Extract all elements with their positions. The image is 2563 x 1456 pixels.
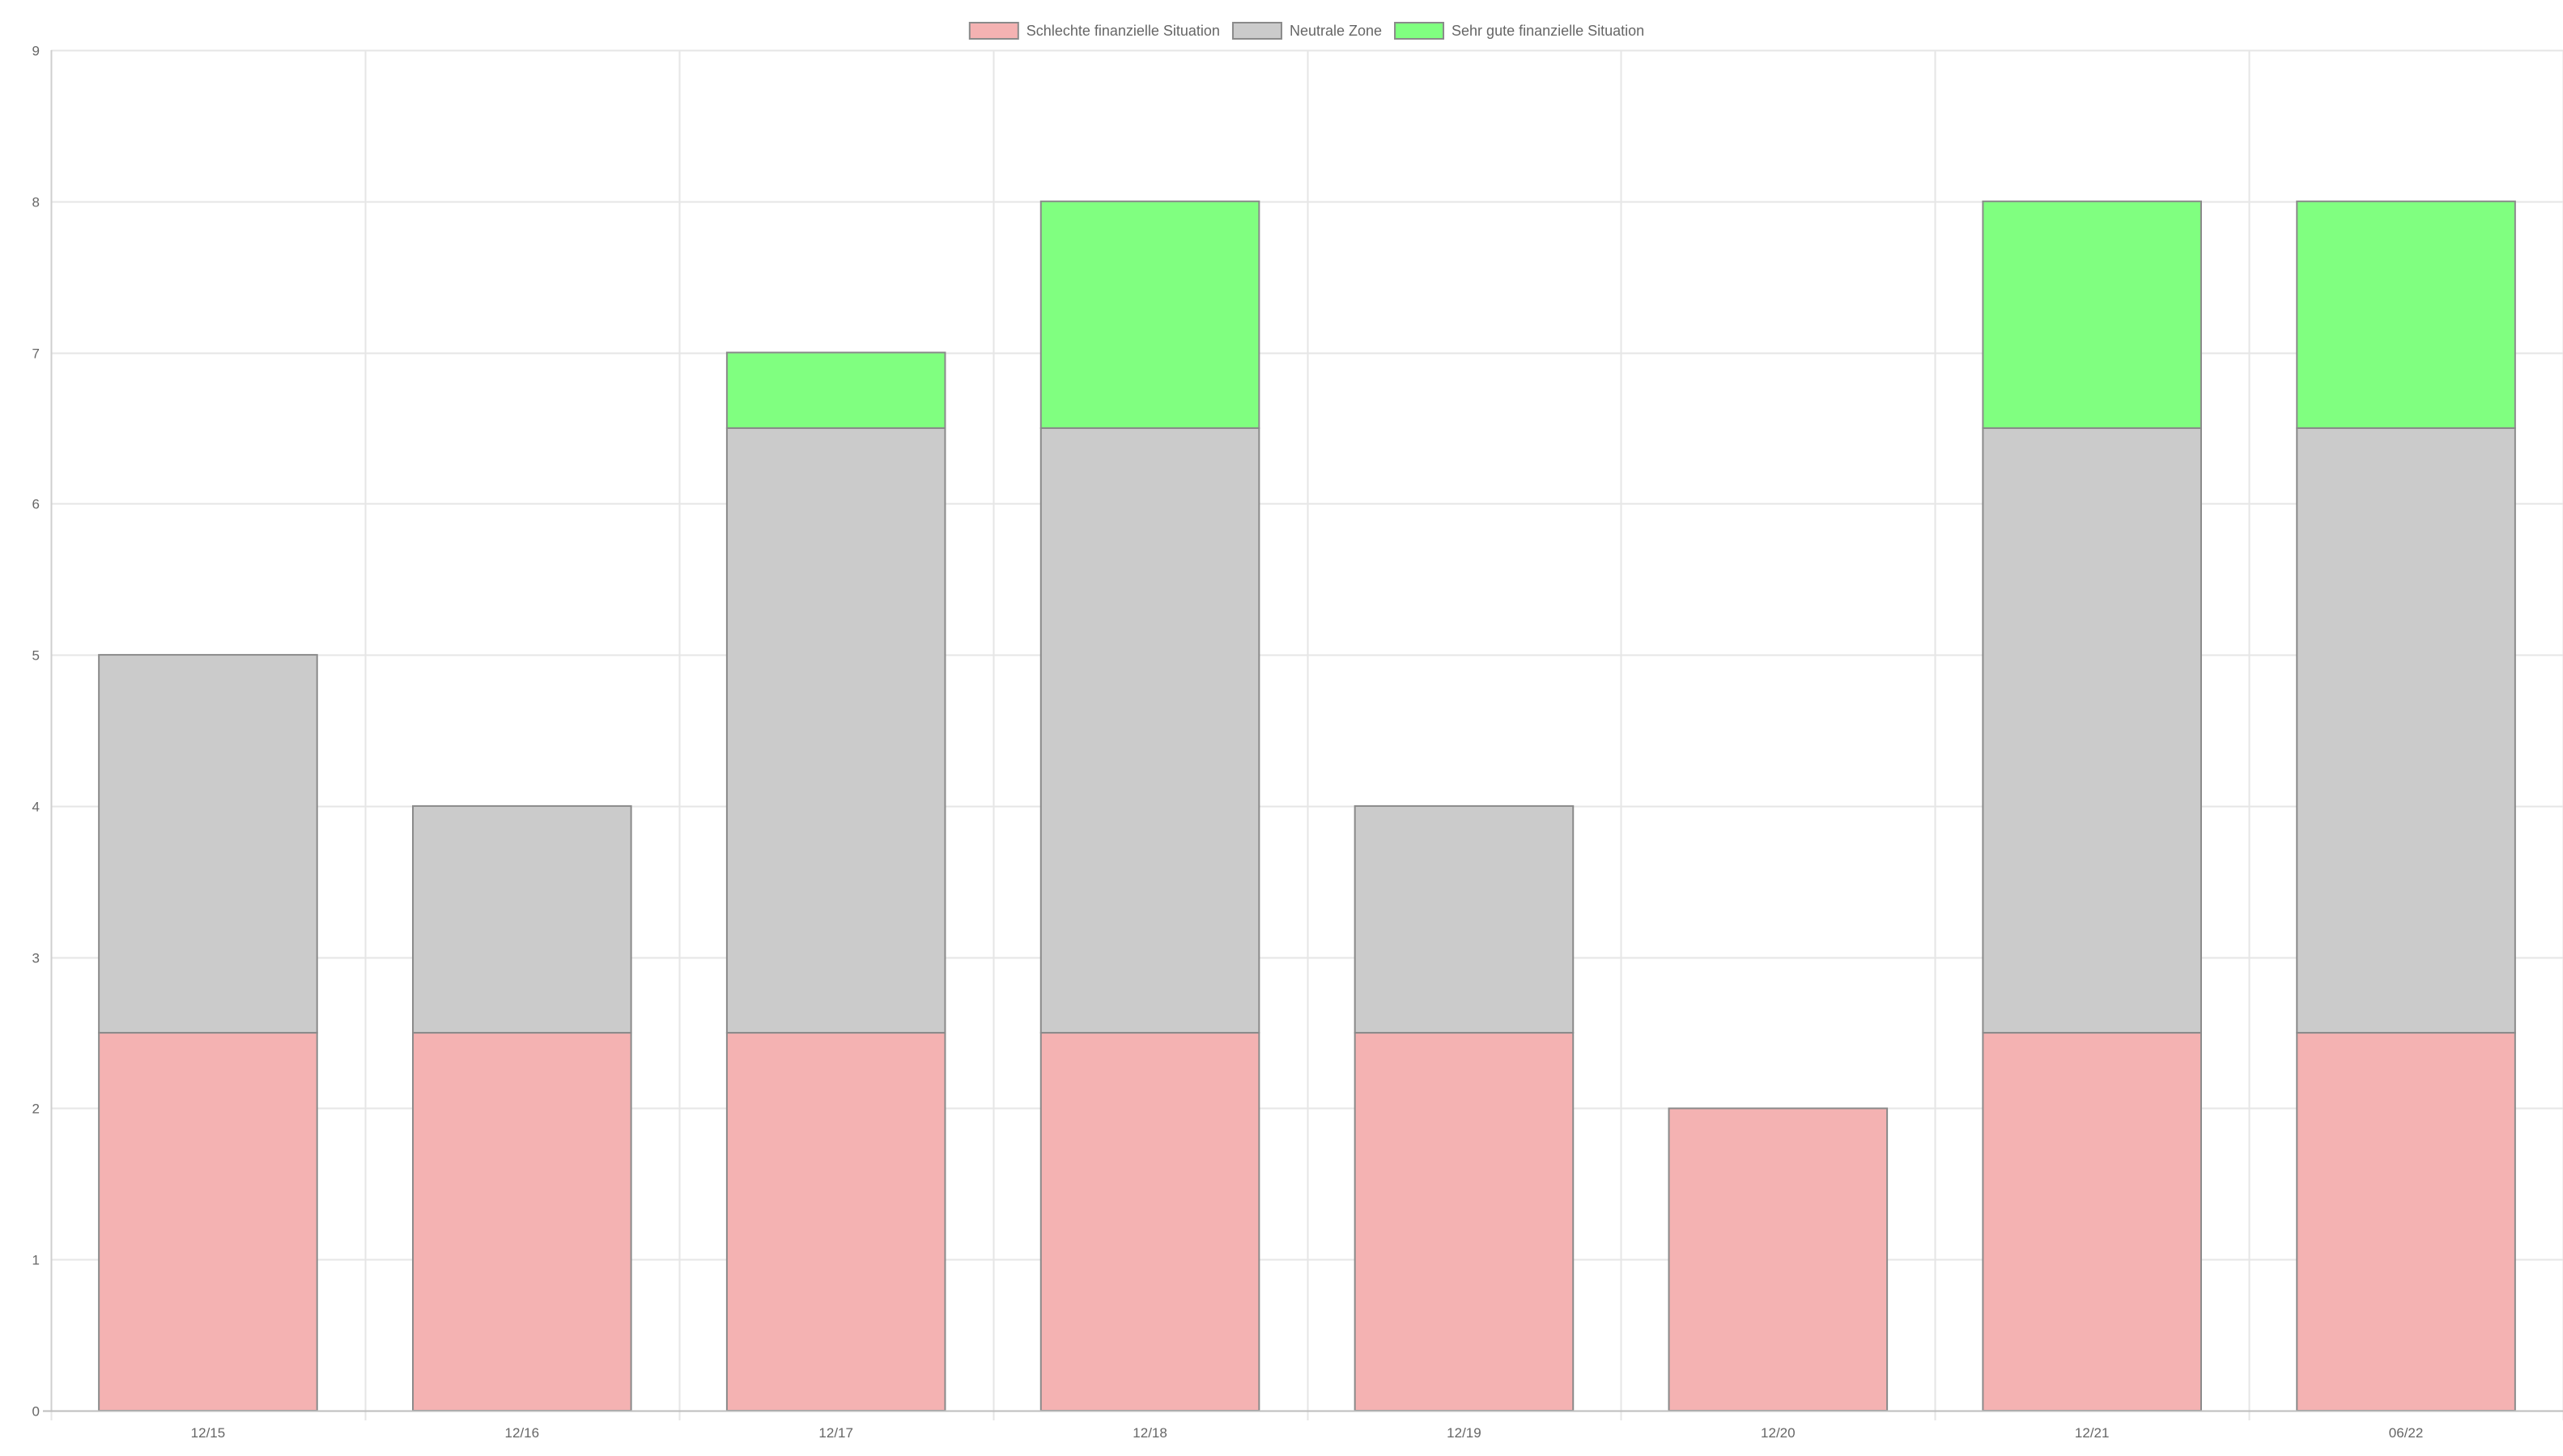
bar-segment[interactable] [1982, 427, 2202, 1034]
bars [98, 200, 2516, 1411]
legend-item[interactable]: Sehr gute finanzielle Situation [1394, 22, 1644, 40]
legend-swatch [1394, 22, 1445, 40]
y-tick-label: 7 [32, 346, 40, 362]
legend-item[interactable]: Schlechte finanzielle Situation [968, 22, 1220, 40]
bar-segment[interactable] [412, 804, 632, 1034]
legend-label: Schlechte finanzielle Situation [1026, 23, 1220, 39]
y-tick-label: 9 [32, 44, 40, 59]
x-tick-label: 12/16 [505, 1425, 540, 1441]
legend-swatch [968, 22, 1019, 40]
legend-label: Neutrale Zone [1290, 23, 1382, 39]
legend-item[interactable]: Neutrale Zone [1231, 22, 1382, 40]
y-tick-label: 5 [32, 648, 40, 664]
legend: Schlechte finanzielle Situation Neutrale … [968, 22, 1644, 40]
bar-segment[interactable] [2296, 1032, 2516, 1411]
y-tick-label: 3 [32, 951, 40, 966]
x-tick-label: 06/22 [2389, 1425, 2424, 1441]
y-tick-label: 0 [32, 1404, 40, 1420]
bar-segment[interactable] [725, 427, 946, 1034]
bar-segment[interactable] [98, 1032, 318, 1411]
axes: 0 1 2 3 4 5 6 7 8 9 12/15 12/16 12/17 12/18 12/19 12/20… [32, 44, 2563, 1441]
bar-segment[interactable] [98, 654, 318, 1034]
x-tick-label: 12/18 [1133, 1425, 1167, 1441]
x-tick-label: 12/17 [818, 1425, 853, 1441]
x-tick-label: 12/20 [1761, 1425, 1796, 1441]
bar-segment[interactable] [1039, 1032, 1260, 1411]
bar-segment[interactable] [2296, 200, 2516, 429]
bar-segment[interactable] [2296, 427, 2516, 1034]
bar-segment[interactable] [725, 1032, 946, 1411]
x-tick-label: 12/19 [1447, 1425, 1481, 1441]
bar-segment[interactable] [1668, 1107, 1889, 1411]
y-tick-label: 2 [32, 1102, 40, 1117]
y-tick-label: 1 [32, 1253, 40, 1268]
y-tick-label: 4 [32, 800, 40, 815]
bar-segment[interactable] [412, 1032, 632, 1411]
bar-segment[interactable] [1982, 1032, 2202, 1411]
bar-segment[interactable] [1039, 427, 1260, 1034]
bar-segment[interactable] [1354, 804, 1575, 1034]
bar-segment[interactable] [1039, 200, 1260, 429]
grid-lines [50, 49, 2563, 1420]
bar-segment[interactable] [1982, 200, 2202, 429]
x-tick-label: 12/15 [191, 1425, 226, 1441]
y-tick-label: 8 [32, 195, 40, 210]
x-tick-label: 12/21 [2075, 1425, 2110, 1441]
legend-label: Sehr gute finanzielle Situation [1452, 23, 1644, 39]
bar-segment[interactable] [725, 351, 946, 429]
y-tick-label: 6 [32, 497, 40, 512]
bar-segment[interactable] [1354, 1032, 1575, 1411]
legend-swatch [1231, 22, 1282, 40]
